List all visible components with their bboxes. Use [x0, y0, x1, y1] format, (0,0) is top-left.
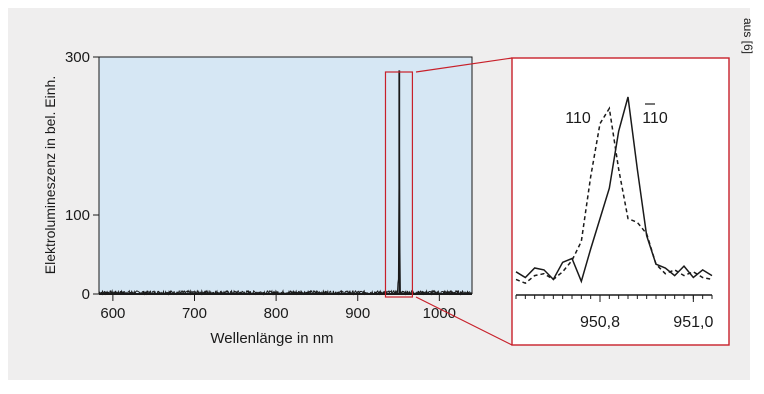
main-plot-frame	[98, 56, 473, 294]
main-y-tick-label: 0	[82, 286, 90, 303]
inset-x-ticks: 950,8 951,0	[515, 295, 713, 331]
main-y-axis-label: Elektrolumineszenz in bel. Einh.	[42, 76, 58, 274]
main-y-tick-label: 100	[65, 207, 90, 224]
inset-series-label-1bar1bar0: 110	[642, 110, 668, 127]
inset-frame	[511, 57, 730, 346]
inset-x-tick-label: 950,8	[580, 314, 620, 331]
main-x-tick-label: 1000	[423, 305, 456, 322]
zoom-connector-bottom	[415, 296, 513, 346]
main-x-axis-label: Wellenlänge in nm	[210, 330, 333, 347]
main-x-tick-label: 600	[100, 305, 125, 322]
highlight-region-box	[384, 71, 414, 298]
zoom-connector-top	[415, 57, 513, 73]
main-y-tick-label: 300	[65, 49, 90, 66]
main-x-tick-label: 800	[264, 305, 289, 322]
inset-series-line-solid	[515, 96, 713, 284]
main-x-tick-label: 900	[345, 305, 370, 322]
main-x-tick-label: 700	[182, 305, 207, 322]
inset-x-tick-label: 951,0	[673, 314, 713, 331]
main-x-ticks: 600 700 800 900 1000	[100, 294, 456, 322]
inset-series-line-dashed	[515, 106, 713, 285]
inset-series-label-110: 110	[565, 110, 591, 127]
source-note: aus [6]	[741, 18, 755, 54]
inset-series-group	[515, 96, 713, 285]
inset-chart: 950,8 951,0 110 110	[511, 57, 730, 346]
main-plot-area	[99, 57, 472, 294]
main-y-ticks: 0 100 300	[65, 49, 99, 303]
main-chart: 600 700 800 900 1000 0 100 300 Wellenlänge in …	[42, 49, 473, 347]
